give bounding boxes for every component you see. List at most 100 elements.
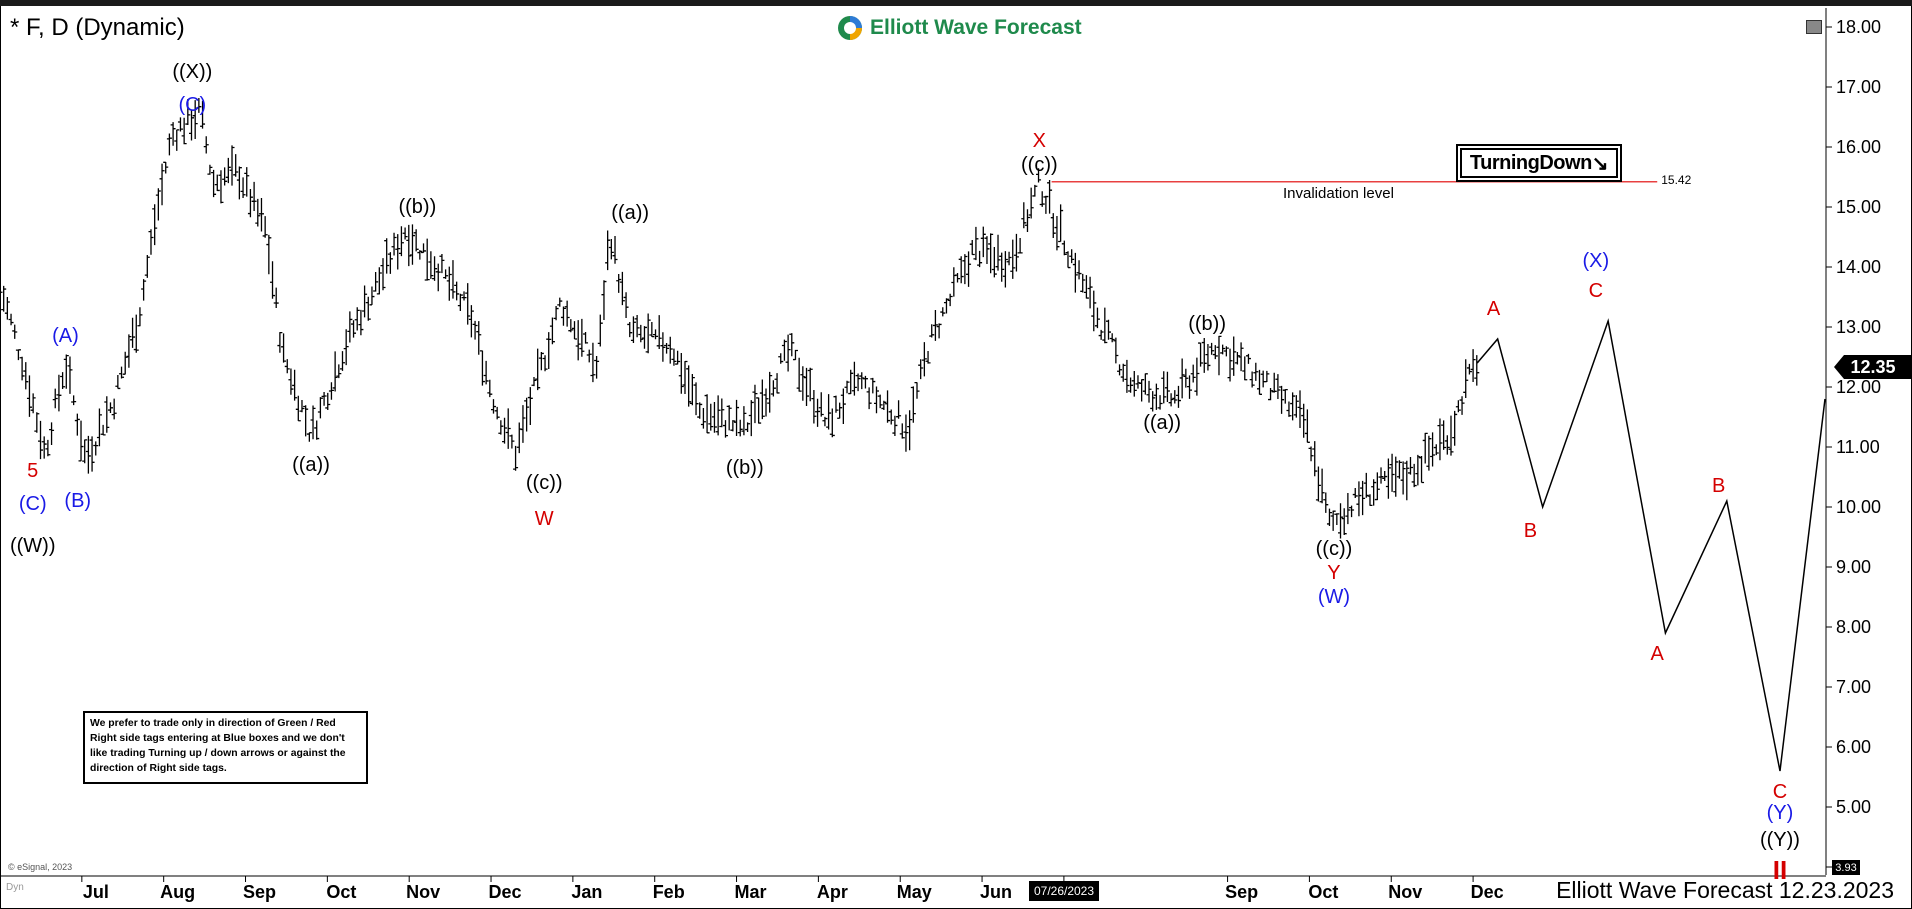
- ohlc-bar: [1433, 444, 1439, 456]
- ohlc-bar: [583, 331, 589, 344]
- ohlc-bar: [1326, 508, 1332, 527]
- ohlc-bar: [347, 311, 353, 343]
- ohlc-bar: [535, 348, 541, 391]
- ohlc-bar: [1187, 375, 1193, 399]
- ohlc-bar: [531, 376, 537, 387]
- ohlc-bar: [409, 224, 415, 265]
- ohlc-bar: [358, 309, 364, 336]
- ohlc-bar: [789, 333, 795, 357]
- ohlc-bar: [910, 386, 916, 423]
- ohlc-bar: [41, 436, 47, 459]
- ohlc-bar: [1279, 385, 1285, 414]
- ohlc-bar: [862, 375, 868, 389]
- ohlc-bar: [498, 420, 504, 435]
- ohlc-bar: [60, 372, 66, 389]
- ohlc-bar: [273, 287, 279, 309]
- brand-name: Elliott Wave Forecast: [870, 16, 1082, 39]
- ohlc-bar: [494, 406, 500, 420]
- ohlc-bar: [78, 420, 84, 462]
- footer-title: Elliott Wave Forecast 12.23.2023: [1556, 877, 1894, 903]
- ohlc-bar: [1234, 351, 1240, 365]
- wave-label: (W): [1318, 586, 1350, 608]
- ohlc-bar: [700, 408, 706, 429]
- ohlc-bar: [988, 233, 994, 274]
- low-price-tag: 3.93: [1832, 860, 1860, 875]
- ohlc-bar: [1209, 342, 1215, 355]
- ohlc-bar: [921, 342, 927, 377]
- ohlc-bar: [1139, 379, 1145, 402]
- y-tick-label: 8.00: [1836, 617, 1871, 637]
- ohlc-bar: [1253, 362, 1259, 381]
- ohlc-bar: [829, 408, 835, 438]
- ohlc-bar: [649, 321, 655, 338]
- ohlc-bar: [218, 170, 224, 204]
- ohlc-bar: [1356, 481, 1362, 517]
- ohlc-bar: [892, 415, 898, 436]
- ohlc-bar: [778, 353, 784, 364]
- ohlc-bar: [487, 379, 493, 398]
- x-tick-label: Dec: [1471, 882, 1504, 902]
- ohlc-bar: [443, 269, 449, 279]
- ohlc-bar: [1415, 454, 1421, 486]
- ohlc-bar: [1010, 239, 1016, 279]
- ohlc-bar: [163, 161, 169, 174]
- ohlc-bar: [1120, 363, 1126, 382]
- ohlc-bar: [141, 279, 147, 301]
- ohlc-bar: [380, 258, 386, 291]
- ohlc-bar: [1444, 435, 1450, 455]
- ohlc-bar: [454, 281, 460, 301]
- ohlc-bar: [82, 439, 88, 464]
- wave-label: ((b)): [398, 196, 436, 218]
- window-restore-icon[interactable]: [1806, 20, 1822, 34]
- ohlc-bar: [292, 369, 298, 401]
- ohlc-bar: [811, 390, 817, 424]
- ohlc-bar: [903, 414, 909, 452]
- ohlc-bar: [1312, 441, 1318, 477]
- wave-label: A: [1651, 643, 1665, 665]
- ohlc-bar: [1087, 276, 1093, 309]
- x-tick-label: Dec: [489, 882, 522, 902]
- ohlc-bar: [1175, 385, 1181, 408]
- ohlc-bar: [211, 169, 217, 198]
- ohlc-bar: [166, 133, 172, 156]
- ohlc-bar: [542, 355, 548, 372]
- ohlc-bar: [1466, 363, 1472, 375]
- ohlc-bar: [553, 305, 559, 321]
- wave-label: ((c)): [1316, 538, 1353, 560]
- ohlc-bar: [940, 307, 946, 317]
- ohlc-bar: [557, 297, 563, 307]
- ohlc-bar: [1080, 273, 1086, 293]
- ohlc-bar: [560, 306, 566, 326]
- ohlc-bar: [594, 356, 600, 379]
- ohlc-bar: [1102, 307, 1108, 344]
- wave-label: (C): [178, 94, 206, 116]
- ohlc-bar: [708, 403, 714, 431]
- brand-logo: Elliott Wave Forecast: [836, 12, 1082, 44]
- ohlc-bar: [71, 395, 77, 406]
- ohlc-bar: [1153, 383, 1159, 410]
- ohlc-bar: [1419, 455, 1425, 484]
- ohlc-bar: [671, 348, 677, 366]
- ohlc-bar: [8, 313, 14, 326]
- ohlc-bar: [262, 216, 268, 238]
- ohlc-bar: [538, 351, 544, 371]
- ohlc-bars: [0, 97, 1480, 539]
- ohlc-bar: [572, 321, 578, 340]
- y-tick-label: 14.00: [1836, 257, 1881, 277]
- ohlc-bar: [376, 267, 382, 295]
- ohlc-bar: [1323, 492, 1329, 513]
- wave-label: ((c)): [1021, 154, 1058, 176]
- ohlc-bar: [977, 250, 983, 268]
- ohlc-bar: [133, 314, 139, 353]
- ohlc-bar: [513, 445, 519, 471]
- ohlc-bar: [1076, 260, 1082, 280]
- ohlc-bar: [284, 359, 290, 374]
- ohlc-bar: [973, 226, 979, 261]
- ohlc-bar: [1172, 390, 1178, 404]
- ohlc-bar: [1422, 432, 1428, 464]
- ohlc-bar: [1345, 492, 1351, 525]
- ohlc-bar: [859, 372, 865, 390]
- invalidation-value: 15.42: [1661, 172, 1692, 187]
- ohlc-bar: [623, 292, 629, 318]
